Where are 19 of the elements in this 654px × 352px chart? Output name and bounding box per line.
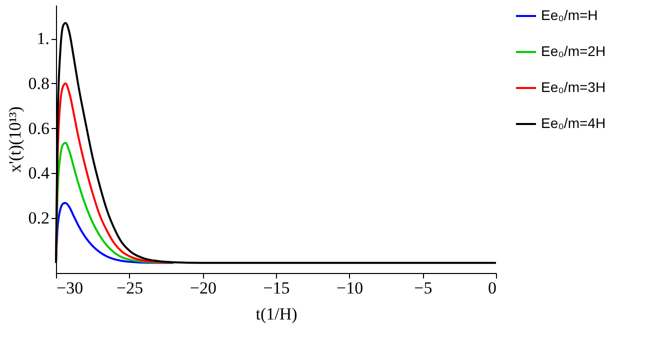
- legend-label: Ee₀/m=4H: [541, 115, 606, 131]
- x-tick-label: −30: [56, 278, 84, 298]
- x-tick-label: 0: [488, 278, 496, 298]
- y-axis-title: x'(t)(10¹³): [5, 106, 24, 173]
- legend-label: Ee₀/m=2H: [541, 43, 606, 59]
- y-tick-label: 0.8: [28, 74, 50, 93]
- x-tick-label: −20: [190, 278, 216, 298]
- x-tick-label: −10: [336, 278, 364, 298]
- x-tick-label: −15: [263, 278, 290, 298]
- y-tick-label: 0.2: [28, 208, 50, 228]
- legend-label: Ee₀/m=H: [541, 7, 598, 23]
- line-series: [55, 142, 174, 264]
- x-tick-label: −5: [414, 278, 432, 298]
- x-tick-label: −25: [116, 278, 144, 298]
- y-tick-label: 0.6: [28, 118, 50, 138]
- legend-label: Ee₀/m=3H: [541, 79, 606, 95]
- y-tick-label: 1.: [36, 29, 50, 48]
- y-tick-label: 0.4: [28, 164, 50, 183]
- x-axis-title: t(1/H): [256, 304, 298, 324]
